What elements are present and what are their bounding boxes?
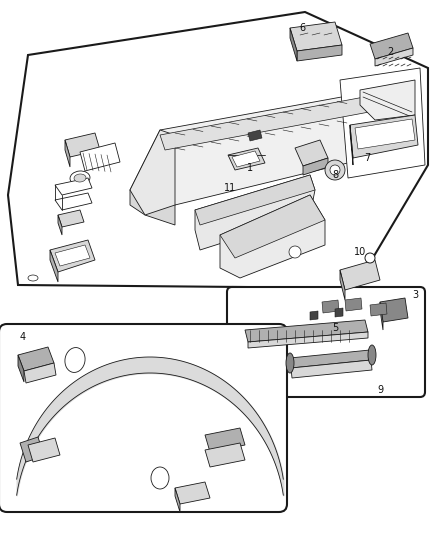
Polygon shape	[160, 95, 380, 150]
Polygon shape	[195, 175, 315, 225]
Polygon shape	[248, 332, 368, 348]
Polygon shape	[8, 12, 428, 288]
Text: 6: 6	[299, 23, 305, 33]
Polygon shape	[20, 437, 44, 462]
Polygon shape	[24, 363, 56, 383]
Polygon shape	[220, 195, 325, 258]
Polygon shape	[228, 148, 265, 170]
Polygon shape	[248, 130, 262, 141]
Polygon shape	[50, 250, 58, 282]
Polygon shape	[232, 151, 260, 167]
Polygon shape	[310, 311, 318, 320]
Text: 4: 4	[20, 332, 26, 342]
Polygon shape	[28, 438, 60, 462]
Polygon shape	[245, 320, 368, 342]
Polygon shape	[130, 190, 175, 225]
Polygon shape	[55, 178, 92, 195]
Ellipse shape	[151, 467, 169, 489]
Circle shape	[365, 253, 375, 263]
Polygon shape	[18, 347, 54, 371]
Polygon shape	[295, 140, 328, 166]
Polygon shape	[50, 240, 95, 272]
Text: 1: 1	[247, 163, 253, 173]
Polygon shape	[290, 350, 371, 368]
Polygon shape	[355, 119, 415, 149]
Text: 9: 9	[377, 385, 383, 395]
Polygon shape	[58, 210, 84, 227]
Ellipse shape	[65, 348, 85, 373]
Polygon shape	[205, 443, 245, 467]
Polygon shape	[380, 302, 383, 330]
Ellipse shape	[74, 174, 86, 182]
Polygon shape	[340, 260, 380, 290]
Polygon shape	[65, 140, 70, 167]
Polygon shape	[205, 428, 245, 452]
Polygon shape	[335, 308, 343, 317]
Polygon shape	[380, 298, 408, 322]
Polygon shape	[322, 300, 339, 313]
Polygon shape	[303, 158, 328, 175]
Polygon shape	[175, 488, 180, 512]
Polygon shape	[370, 303, 387, 316]
Text: 2: 2	[387, 47, 393, 57]
Text: 11: 11	[224, 183, 236, 193]
Polygon shape	[130, 130, 175, 215]
Circle shape	[325, 160, 345, 180]
Polygon shape	[350, 125, 353, 165]
Polygon shape	[130, 90, 395, 205]
Ellipse shape	[286, 353, 294, 373]
Polygon shape	[290, 28, 297, 61]
Polygon shape	[375, 48, 413, 66]
Polygon shape	[220, 195, 325, 278]
FancyBboxPatch shape	[227, 287, 425, 397]
Text: 7: 7	[364, 153, 370, 163]
Polygon shape	[290, 22, 342, 51]
Polygon shape	[291, 360, 372, 378]
FancyBboxPatch shape	[0, 324, 287, 512]
Polygon shape	[370, 33, 413, 59]
Ellipse shape	[368, 345, 376, 365]
Polygon shape	[58, 215, 62, 235]
Polygon shape	[80, 143, 120, 171]
Text: 8: 8	[332, 170, 338, 180]
Polygon shape	[340, 270, 345, 300]
Text: 3: 3	[412, 290, 418, 300]
Circle shape	[289, 246, 301, 258]
Polygon shape	[345, 298, 362, 311]
Text: 5: 5	[332, 323, 338, 333]
Circle shape	[330, 165, 340, 175]
Polygon shape	[340, 68, 425, 178]
Polygon shape	[175, 482, 210, 504]
Polygon shape	[297, 45, 342, 61]
Polygon shape	[360, 80, 415, 120]
Polygon shape	[18, 355, 24, 382]
Text: 10: 10	[354, 247, 366, 257]
Polygon shape	[55, 245, 90, 266]
Polygon shape	[195, 175, 315, 250]
Ellipse shape	[70, 171, 90, 185]
Polygon shape	[65, 133, 100, 157]
Polygon shape	[350, 115, 418, 158]
Ellipse shape	[28, 275, 38, 281]
Polygon shape	[55, 193, 92, 210]
